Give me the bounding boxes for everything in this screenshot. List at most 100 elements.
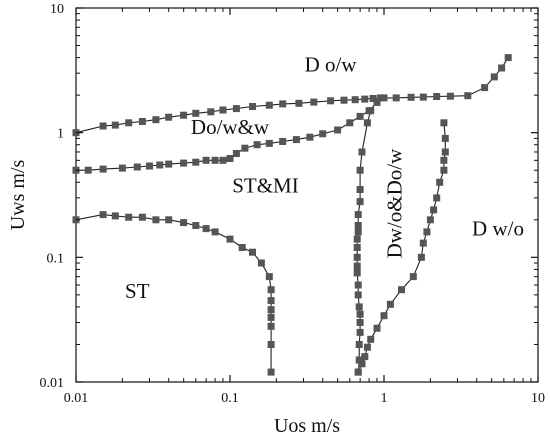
data-point <box>490 73 498 81</box>
data-point <box>125 119 133 127</box>
data-point <box>498 64 506 72</box>
data-point <box>202 225 210 233</box>
data-point <box>354 228 362 236</box>
data-point <box>156 161 164 169</box>
region-label: D w/o <box>472 216 524 240</box>
y-tick-label: 0.01 <box>40 376 65 391</box>
data-point <box>419 239 427 247</box>
data-point <box>207 108 215 116</box>
data-point <box>363 343 371 351</box>
data-point <box>292 136 300 144</box>
x-tick-label: 1 <box>381 391 388 406</box>
data-point <box>219 106 227 114</box>
data-point <box>356 328 364 336</box>
data-point <box>433 93 441 100</box>
data-point <box>211 228 219 236</box>
data-point <box>436 178 444 186</box>
data-point <box>392 94 400 102</box>
data-point <box>361 353 369 361</box>
data-point <box>356 319 364 326</box>
data-point <box>279 138 287 145</box>
data-point <box>152 116 160 124</box>
data-point <box>249 248 256 256</box>
data-point <box>267 368 275 376</box>
data-point <box>351 96 359 104</box>
data-point <box>267 286 275 294</box>
data-point <box>440 166 448 174</box>
data-point <box>426 216 434 224</box>
data-point <box>441 148 449 156</box>
data-point <box>138 213 146 221</box>
data-point <box>440 119 448 127</box>
data-point <box>306 133 314 141</box>
annotation-layer: D o/w Do/w&w ST&MI ST Dw/o&Do/w D w/o <box>125 52 524 303</box>
data-point <box>265 273 273 281</box>
data-point <box>440 156 448 164</box>
data-point <box>353 244 361 251</box>
data-point <box>241 144 249 152</box>
data-point <box>192 158 200 166</box>
data-point <box>373 98 381 106</box>
data-point <box>180 159 188 167</box>
series-layer <box>72 54 512 376</box>
data-point <box>180 219 188 227</box>
region-label: ST&MI <box>232 174 299 198</box>
data-point <box>423 228 431 236</box>
data-point <box>99 211 107 219</box>
data-point <box>249 103 256 110</box>
data-point <box>111 212 119 220</box>
data-point <box>354 281 362 289</box>
data-point <box>279 100 287 108</box>
data-point <box>407 93 415 101</box>
data-point <box>99 165 107 173</box>
data-point <box>373 324 381 332</box>
data-point <box>355 303 363 311</box>
data-point <box>219 156 227 164</box>
data-point <box>226 155 234 162</box>
data-point <box>99 122 107 130</box>
data-point <box>346 119 354 127</box>
data-point <box>355 356 363 364</box>
data-point <box>84 166 92 174</box>
data-point <box>257 259 265 267</box>
data-point <box>267 341 275 348</box>
data-point <box>356 186 364 193</box>
data-point <box>356 112 364 120</box>
data-point <box>165 113 173 121</box>
data-point <box>238 244 246 251</box>
data-point <box>111 121 119 129</box>
data-point <box>340 96 348 104</box>
data-point <box>353 262 361 270</box>
region-label: Dw/o&Do/w <box>383 148 407 258</box>
data-point <box>354 211 362 219</box>
data-point <box>367 107 375 115</box>
data-point <box>165 216 173 224</box>
data-point <box>386 300 394 308</box>
data-point <box>146 162 153 170</box>
y-axis-label: Uws m/s <box>7 160 29 231</box>
data-point <box>380 312 388 320</box>
data-point <box>358 360 366 368</box>
data-point <box>369 95 377 102</box>
data-point <box>430 206 438 214</box>
data-point <box>353 253 361 261</box>
tick-layer: 0.01 0.1 1 10 0.01 0.1 1 10 <box>40 2 546 406</box>
data-point <box>377 94 385 102</box>
data-point <box>409 273 417 281</box>
data-point <box>202 156 210 164</box>
data-point <box>354 291 362 299</box>
data-point <box>367 335 375 343</box>
data-point <box>446 92 454 100</box>
data-point <box>192 222 200 229</box>
data-point <box>355 341 363 348</box>
data-point <box>310 98 318 106</box>
data-point <box>211 156 219 164</box>
data-point <box>353 269 361 277</box>
data-point <box>419 93 427 101</box>
data-point <box>226 235 234 243</box>
data-point <box>295 99 303 107</box>
data-point <box>356 198 364 206</box>
data-point <box>319 130 327 138</box>
